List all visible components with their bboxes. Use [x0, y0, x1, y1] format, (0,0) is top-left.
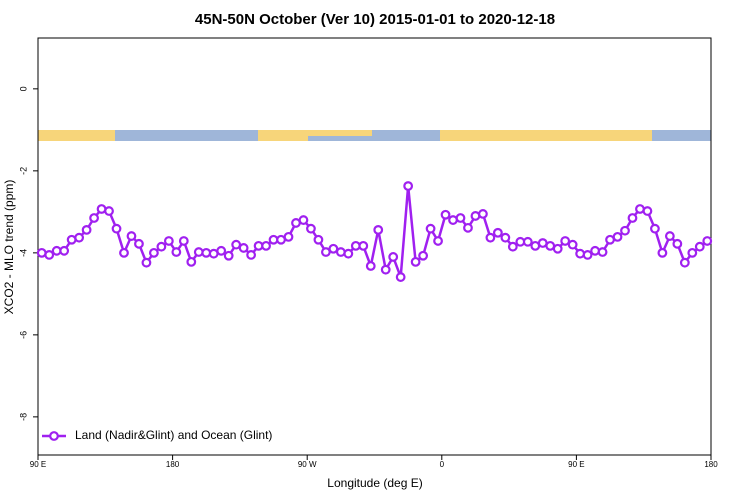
data-point [186, 256, 197, 267]
y-tick-label: -2 [18, 167, 28, 175]
data-point [81, 224, 92, 235]
x-tick-label: 90 E [568, 460, 584, 469]
data-point [380, 264, 391, 275]
x-tick-label: 0 [440, 460, 445, 469]
data-point [283, 231, 294, 242]
data-point [440, 209, 451, 220]
plot-frame [37, 37, 712, 456]
x-tick-label: 180 [704, 460, 718, 469]
data-point [582, 250, 593, 260]
data-point [560, 236, 571, 246]
data-point [620, 225, 630, 236]
y-tick-label: -6 [18, 331, 28, 339]
data-point [216, 245, 227, 256]
data-point [178, 236, 189, 246]
data-point [149, 247, 159, 258]
data-point [567, 239, 578, 250]
data-point [463, 222, 473, 233]
data-point [126, 231, 137, 241]
data-point [664, 231, 675, 241]
data-point [425, 223, 436, 234]
x-tick-label: 90 E [30, 460, 46, 469]
data-point [642, 206, 653, 216]
data-point [485, 232, 496, 243]
data-point [478, 209, 488, 219]
data-point [679, 257, 690, 268]
data-point [320, 247, 331, 257]
data-point [388, 252, 399, 262]
data-point [650, 223, 660, 234]
data-point [231, 239, 242, 250]
data-point [492, 227, 503, 238]
data-point [672, 238, 683, 249]
data-point [455, 213, 466, 223]
data-point [358, 240, 369, 251]
y-axis-label: XCO2 - MLO trend (ppm) [2, 180, 16, 315]
data-point [612, 231, 623, 242]
data-point [141, 257, 152, 268]
data-point [522, 236, 533, 247]
data-point [365, 261, 376, 271]
y-tick-label: -4 [18, 249, 28, 257]
data-point [171, 247, 182, 257]
data-point [223, 250, 234, 261]
data-point [373, 224, 384, 235]
data-point [306, 223, 316, 234]
legend-marker [49, 431, 59, 441]
data-point [657, 247, 668, 258]
data-point [694, 241, 705, 252]
data-point [597, 247, 608, 257]
legend-label: Land (Nadir&Glint) and Ocean (Glint) [75, 428, 272, 442]
data-point [119, 247, 129, 258]
chart-title: 45N-50N October (Ver 10) 2015-01-01 to 2… [195, 11, 555, 28]
data-point [59, 245, 70, 256]
x-axis-label: Longitude (deg E) [327, 476, 422, 490]
data-point [134, 238, 144, 249]
data-point [575, 248, 586, 259]
data-point [627, 213, 638, 223]
data-point [702, 236, 713, 246]
data-point [111, 223, 122, 234]
data-point [156, 241, 167, 252]
data-point [418, 250, 429, 261]
y-tick-label: -8 [18, 413, 28, 421]
data-point [298, 215, 309, 225]
data-point [89, 213, 99, 223]
data-point [590, 245, 600, 256]
data-point [261, 240, 271, 251]
data-point [500, 232, 511, 243]
data-point [238, 243, 249, 253]
data-point [403, 181, 414, 191]
data-point [552, 243, 563, 254]
map-strip [38, 130, 711, 141]
data-point [343, 248, 354, 259]
data-point [433, 236, 443, 246]
data-point [687, 247, 698, 258]
data-point [74, 232, 85, 243]
data-point [395, 272, 406, 282]
data-point [163, 236, 174, 246]
data-point [313, 234, 324, 245]
data-point [104, 206, 114, 216]
data-point [44, 250, 55, 260]
data-point [410, 256, 421, 267]
x-tick-label: 180 [166, 460, 180, 469]
y-tick-label: 0 [18, 86, 28, 91]
data-point [246, 250, 257, 260]
x-tick-label: 90 W [298, 460, 317, 469]
data-point [328, 243, 339, 254]
data-point [507, 241, 518, 252]
data-point [335, 247, 346, 257]
